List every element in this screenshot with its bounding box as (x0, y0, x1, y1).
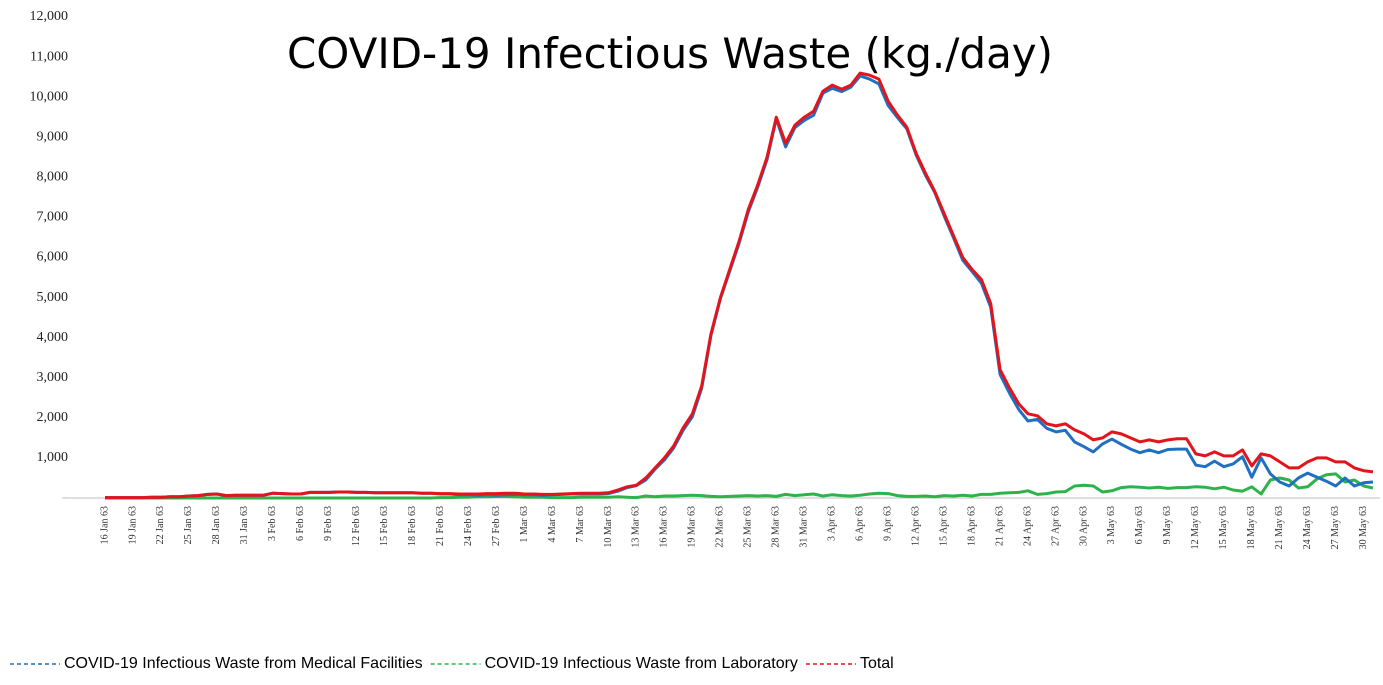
x-tick-label: 27 May 63 (1330, 506, 1341, 549)
x-tick-label: 6 May 63 (1134, 506, 1145, 544)
y-tick-label: 2,000 (37, 410, 69, 425)
x-tick-label: 9 Feb 63 (323, 506, 334, 541)
x-tick-label: 9 Apr 63 (882, 506, 893, 541)
x-tick-label: 24 Apr 63 (1022, 506, 1033, 546)
x-tick-label: 15 May 63 (1218, 506, 1229, 549)
y-tick-label: 1,000 (37, 450, 69, 465)
x-tick-label: 25 Mar 63 (743, 506, 754, 548)
chart-title: COVID-19 Infectious Waste (kg./day) (287, 29, 1053, 78)
x-tick-label: 6 Apr 63 (855, 506, 866, 541)
x-tick-label: 3 May 63 (1106, 506, 1117, 544)
x-tick-label: 3 Feb 63 (267, 506, 278, 541)
x-tick-label: 21 Apr 63 (994, 506, 1005, 546)
x-tick-label: 18 Feb 63 (407, 506, 418, 546)
y-tick-label: 12,000 (30, 9, 69, 24)
y-tick-label: 10,000 (30, 89, 69, 104)
x-tick-label: 18 Apr 63 (966, 506, 977, 546)
x-tick-label: 3 Apr 63 (827, 506, 838, 541)
series-line (105, 71, 1374, 500)
x-tick-label: 24 Feb 63 (463, 506, 474, 546)
x-tick-label: 1 Mar 63 (519, 506, 530, 543)
x-tick-label: 7 Mar 63 (575, 506, 586, 543)
y-tick-label: 4,000 (37, 330, 69, 345)
x-tick-label: 19 Mar 63 (687, 506, 698, 548)
x-tick-label: 21 May 63 (1274, 506, 1285, 549)
x-tick-label: 22 Mar 63 (715, 506, 726, 548)
series-line (105, 472, 1374, 500)
x-tick-label: 4 Mar 63 (547, 506, 558, 543)
y-tick-label: 6,000 (37, 250, 69, 265)
x-tick-label: 15 Feb 63 (379, 506, 390, 546)
x-tick-label: 21 Feb 63 (435, 506, 446, 546)
x-tick-label: 16 Jan 63 (99, 506, 110, 544)
series-line (105, 74, 1374, 500)
x-tick-label: 12 Feb 63 (351, 506, 362, 546)
x-tick-label: 31 Mar 63 (799, 506, 810, 548)
x-tick-label: 9 May 63 (1162, 506, 1173, 544)
x-tick-label: 24 May 63 (1302, 506, 1313, 549)
x-tick-label: 12 May 63 (1190, 506, 1201, 549)
legend-label: COVID-19 Infectious Waste from Laborator… (485, 655, 798, 672)
x-tick-label: 30 May 63 (1358, 506, 1369, 549)
x-tick-label: 25 Jan 63 (183, 506, 194, 544)
x-tick-label: 12 Apr 63 (910, 506, 921, 546)
x-tick-label: 13 Mar 63 (631, 506, 642, 548)
x-tick-label: 27 Feb 63 (491, 506, 502, 546)
x-tick-label: 19 Jan 63 (127, 506, 138, 544)
x-tick-label: 15 Apr 63 (938, 506, 949, 546)
x-tick-label: 18 May 63 (1246, 506, 1257, 549)
y-tick-label: 11,000 (30, 49, 68, 64)
x-tick-label: 31 Jan 63 (239, 506, 250, 544)
y-tick-label: 7,000 (37, 210, 69, 225)
y-tick-label: 3,000 (37, 370, 69, 385)
x-tick-label: 6 Feb 63 (295, 506, 306, 541)
x-tick-label: 30 Apr 63 (1078, 506, 1089, 546)
y-tick-label: 9,000 (37, 129, 69, 144)
x-tick-label: 27 Apr 63 (1050, 506, 1061, 546)
x-tick-label: 22 Jan 63 (155, 506, 166, 544)
x-tick-label: 28 Jan 63 (211, 506, 222, 544)
x-tick-label: 10 Mar 63 (603, 506, 614, 548)
legend-label: Total (860, 655, 894, 672)
x-tick-label: 16 Mar 63 (659, 506, 670, 548)
y-tick-label: 8,000 (37, 170, 69, 185)
y-tick-label: 5,000 (37, 290, 69, 305)
x-tick-label: 28 Mar 63 (771, 506, 782, 548)
legend-label: COVID-19 Infectious Waste from Medical F… (64, 655, 423, 672)
